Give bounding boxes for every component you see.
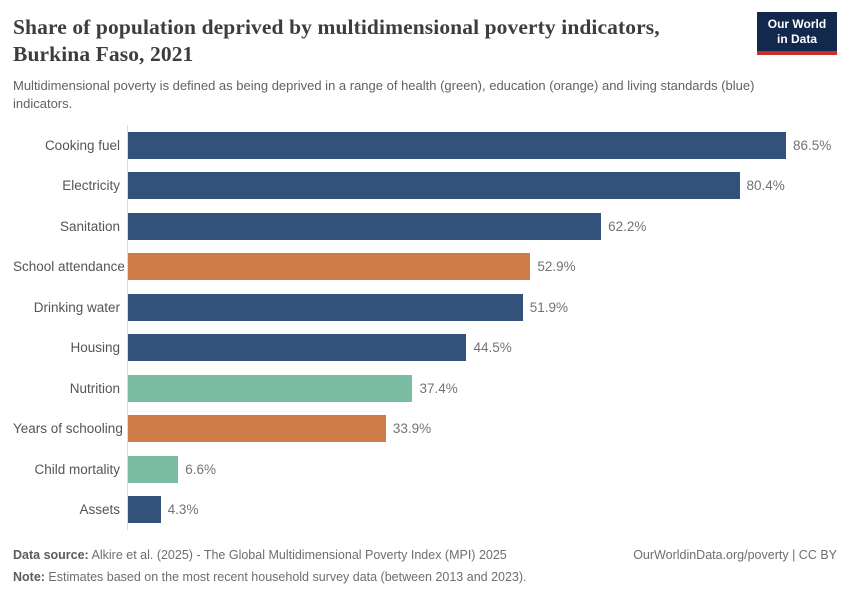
bar — [128, 374, 413, 402]
value-label: 51.9% — [529, 299, 569, 315]
footer-note-line: Note: Estimates based on the most recent… — [13, 566, 837, 588]
bar-row: Assets 4.3% — [13, 489, 850, 530]
value-label: 86.5% — [792, 137, 832, 153]
value-label: 52.9% — [537, 259, 576, 275]
bar-area: 52.9% — [127, 246, 843, 287]
footer-source-line: Data source: Alkire et al. (2025) - The … — [13, 544, 837, 566]
chart-title-line-1: Share of population deprived by multidim… — [13, 15, 660, 39]
owid-logo-line-1: Our World — [767, 17, 827, 31]
bar-area: 62.2% — [127, 206, 843, 247]
bar-area: 33.9% — [127, 408, 843, 449]
chart-title: Share of population deprived by multidim… — [13, 14, 757, 68]
data-source: Data source: Alkire et al. (2025) - The … — [13, 544, 507, 566]
value-label: 37.4% — [419, 380, 458, 396]
category-label: Electricity — [62, 178, 120, 194]
owid-logo[interactable]: Our World in Data — [757, 12, 837, 55]
value-label: 33.9% — [392, 421, 432, 437]
category-label: Sanitation — [59, 218, 120, 234]
category-label: Nutrition — [69, 380, 120, 396]
category-label: Years of schooling — [13, 421, 123, 437]
value-label: 44.5% — [473, 340, 512, 356]
bar-row: Sanitation 62.2% — [13, 206, 850, 247]
bar-area: 51.9% — [127, 287, 843, 328]
chart-subtitle: Multidimensional poverty is defined as b… — [13, 78, 755, 111]
bar-area: 44.5% — [127, 327, 843, 368]
bar — [128, 253, 531, 281]
category-label: Housing — [70, 340, 120, 356]
note-label: Note: — [13, 570, 45, 584]
bar-row: Cooking fuel 86.5% — [13, 125, 850, 166]
data-source-label: Data source: — [13, 548, 89, 562]
value-label: 62.2% — [608, 218, 647, 234]
bar-chart: Cooking fuel 86.5% Electricity 80.4% San… — [0, 125, 850, 530]
value-label: 4.3% — [167, 502, 199, 518]
owid-url-license-link[interactable]: OurWorldinData.org/poverty | CC BY — [633, 548, 837, 562]
bar — [128, 415, 386, 443]
category-label: Cooking fuel — [44, 137, 120, 153]
value-label: 80.4% — [746, 178, 785, 194]
bar-row: Drinking water 51.9% — [13, 287, 850, 328]
category-label: Child mortality — [34, 461, 120, 477]
bar-area: 4.3% — [127, 489, 843, 530]
bar — [128, 172, 740, 200]
chart-header: Share of population deprived by multidim… — [0, 0, 850, 113]
bar — [128, 496, 161, 524]
bar-area: 86.5% — [127, 125, 843, 166]
category-label: Assets — [79, 502, 120, 518]
bar — [128, 293, 523, 321]
bar — [128, 334, 467, 362]
bar-row: Child mortality 6.6% — [13, 449, 850, 490]
bar-area: 80.4% — [127, 165, 843, 206]
data-source-text: Alkire et al. (2025) - The Global Multid… — [88, 548, 507, 562]
bar — [128, 455, 179, 483]
owid-logo-line-2: in Data — [776, 32, 817, 46]
bar-area: 37.4% — [127, 368, 843, 409]
bar-row: Years of schooling 33.9% — [13, 408, 850, 449]
title-block: Share of population deprived by multidim… — [13, 14, 757, 113]
bar-row: Nutrition 37.4% — [13, 368, 850, 409]
bar-row: Electricity 80.4% — [13, 165, 850, 206]
bar-row: School attendance 52.9% — [13, 246, 850, 287]
chart-footer: Data source: Alkire et al. (2025) - The … — [13, 544, 837, 588]
value-label: 6.6% — [185, 461, 216, 477]
note-text: Estimates based on the most recent house… — [44, 570, 527, 584]
bar-row: Housing 44.5% — [13, 327, 850, 368]
category-label: Drinking water — [33, 299, 120, 315]
bar-area: 6.6% — [127, 449, 843, 490]
chart-rows: Cooking fuel 86.5% Electricity 80.4% San… — [13, 125, 850, 530]
bar — [128, 212, 602, 240]
category-label: School attendance — [13, 259, 125, 275]
chart-title-line-2: Burkina Faso, 2021 — [13, 42, 194, 66]
bar — [128, 131, 786, 159]
